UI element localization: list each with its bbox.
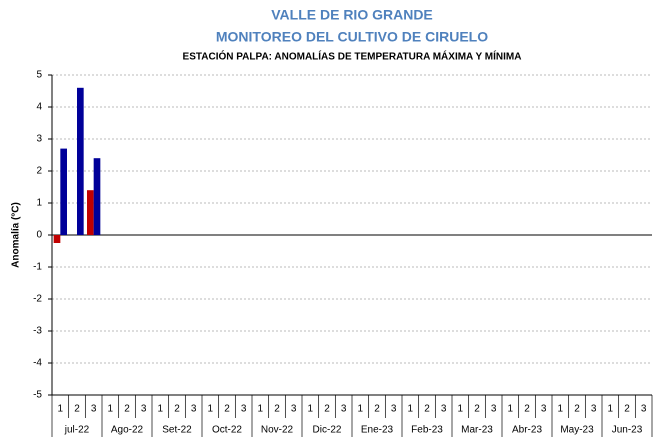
y-tick-label: 4: [36, 102, 42, 113]
x-tick-label: 3: [441, 404, 447, 415]
x-group-label: May-23: [560, 425, 594, 436]
x-tick-label: 1: [308, 404, 314, 415]
x-group-label: Dic-22: [313, 425, 342, 436]
y-tick-label: 0: [36, 230, 42, 241]
x-tick-label: 2: [224, 404, 230, 415]
x-tick-label: 3: [641, 404, 647, 415]
y-tick-label: 3: [36, 134, 42, 145]
x-tick-label: 2: [424, 404, 430, 415]
bar: [60, 148, 67, 235]
x-group-label: Ene-23: [361, 425, 394, 436]
x-tick-label: 2: [624, 404, 630, 415]
x-group-label: Feb-23: [411, 425, 443, 436]
x-tick-label: 2: [124, 404, 130, 415]
chart-caption: ESTACIÓN PALPA: ANOMALÍAS DE TEMPERATURA…: [183, 50, 522, 63]
x-group-label: Ago-22: [111, 425, 144, 436]
x-tick-label: 1: [458, 404, 464, 415]
x-tick-label: 2: [374, 404, 380, 415]
x-tick-label: 3: [141, 404, 147, 415]
x-group-label: Mar-23: [461, 425, 493, 436]
x-tick-label: 3: [541, 404, 547, 415]
x-tick-label: 2: [324, 404, 330, 415]
x-group-label: Oct-22: [212, 425, 242, 436]
x-group-label: jul-22: [64, 425, 90, 436]
y-tick-label: -2: [33, 294, 42, 305]
x-tick-label: 2: [524, 404, 530, 415]
y-tick-label: 1: [36, 198, 42, 209]
x-tick-label: 1: [558, 404, 564, 415]
x-tick-label: 2: [74, 404, 80, 415]
x-tick-label: 3: [91, 404, 97, 415]
x-tick-label: 3: [591, 404, 597, 415]
x-tick-label: 2: [274, 404, 280, 415]
x-tick-label: 1: [158, 404, 164, 415]
x-tick-label: 2: [474, 404, 480, 415]
x-tick-label: 1: [608, 404, 614, 415]
x-tick-label: 2: [174, 404, 180, 415]
y-axis-label: Anomalía (°C): [11, 202, 22, 268]
x-tick-label: 3: [491, 404, 497, 415]
x-tick-label: 1: [358, 404, 364, 415]
bar: [77, 87, 84, 235]
y-tick-label: -5: [33, 390, 42, 401]
bar: [87, 190, 94, 235]
y-tick-label: 2: [36, 166, 42, 177]
x-tick-label: 1: [108, 404, 114, 415]
x-tick-label: 3: [291, 404, 297, 415]
x-group-label: Set-22: [162, 425, 192, 436]
y-tick-label: -4: [33, 358, 42, 369]
x-tick-label: 1: [408, 404, 414, 415]
x-tick-label: 3: [391, 404, 397, 415]
x-tick-label: 3: [191, 404, 197, 415]
bar: [53, 235, 61, 243]
bar: [93, 158, 101, 235]
x-tick-label: 1: [258, 404, 264, 415]
x-tick-label: 1: [208, 404, 214, 415]
x-tick-label: 3: [341, 404, 347, 415]
x-group-label: Abr-23: [512, 425, 542, 436]
x-tick-label: 1: [508, 404, 514, 415]
y-tick-label: -1: [33, 262, 42, 273]
chart-subtitle: MONITOREO DEL CULTIVO DE CIRUELO: [216, 29, 488, 45]
x-group-label: Nov-22: [261, 425, 294, 436]
y-tick-label: 5: [36, 70, 42, 81]
y-tick-label: -3: [33, 326, 42, 337]
x-group-label: Jun-23: [612, 425, 643, 436]
x-tick-label: 1: [58, 404, 64, 415]
x-tick-label: 2: [574, 404, 580, 415]
chart-title: VALLE DE RIO GRANDE: [271, 7, 433, 23]
x-tick-label: 3: [241, 404, 247, 415]
